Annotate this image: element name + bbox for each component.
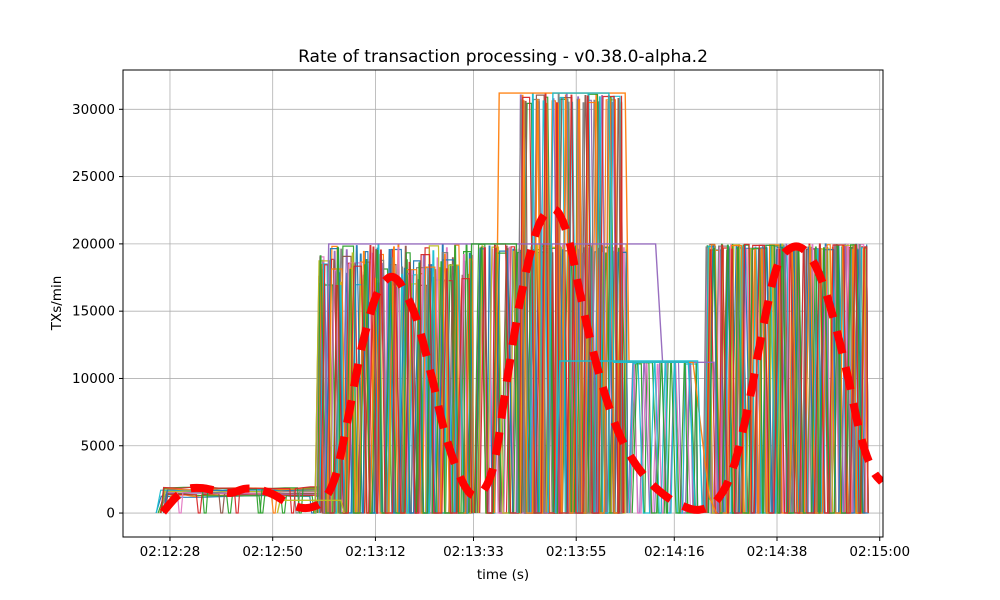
- svg-text:02:13:12: 02:13:12: [345, 544, 406, 560]
- worker-lines: [155, 92, 869, 514]
- trend-line: [159, 204, 883, 515]
- svg-text:5000: 5000: [81, 438, 115, 454]
- chart-title: Rate of transaction processing - v0.38.0…: [298, 47, 708, 67]
- svg-text:02:15:00: 02:15:00: [849, 544, 910, 560]
- svg-text:25000: 25000: [72, 169, 115, 185]
- x-axis-label: time (s): [476, 567, 530, 583]
- svg-text:02:13:55: 02:13:55: [546, 544, 607, 560]
- axes-frame: [122, 69, 884, 538]
- svg-text:10000: 10000: [72, 371, 115, 387]
- tick-labels: 02:12:28 02:12:50 02:13:12 02:13:33 02:13:55…: [72, 102, 910, 560]
- svg-text:02:14:38: 02:14:38: [747, 544, 808, 560]
- svg-text:02:12:50: 02:12:50: [242, 544, 303, 560]
- svg-text:02:13:33: 02:13:33: [443, 544, 504, 560]
- svg-text:20000: 20000: [72, 236, 115, 252]
- svg-text:02:14:16: 02:14:16: [644, 544, 705, 560]
- svg-text:0: 0: [106, 506, 115, 522]
- svg-text:02:12:28: 02:12:28: [140, 544, 201, 560]
- svg-text:30000: 30000: [72, 102, 115, 118]
- svg-text:15000: 15000: [72, 304, 115, 320]
- tick-marks: [119, 108, 881, 541]
